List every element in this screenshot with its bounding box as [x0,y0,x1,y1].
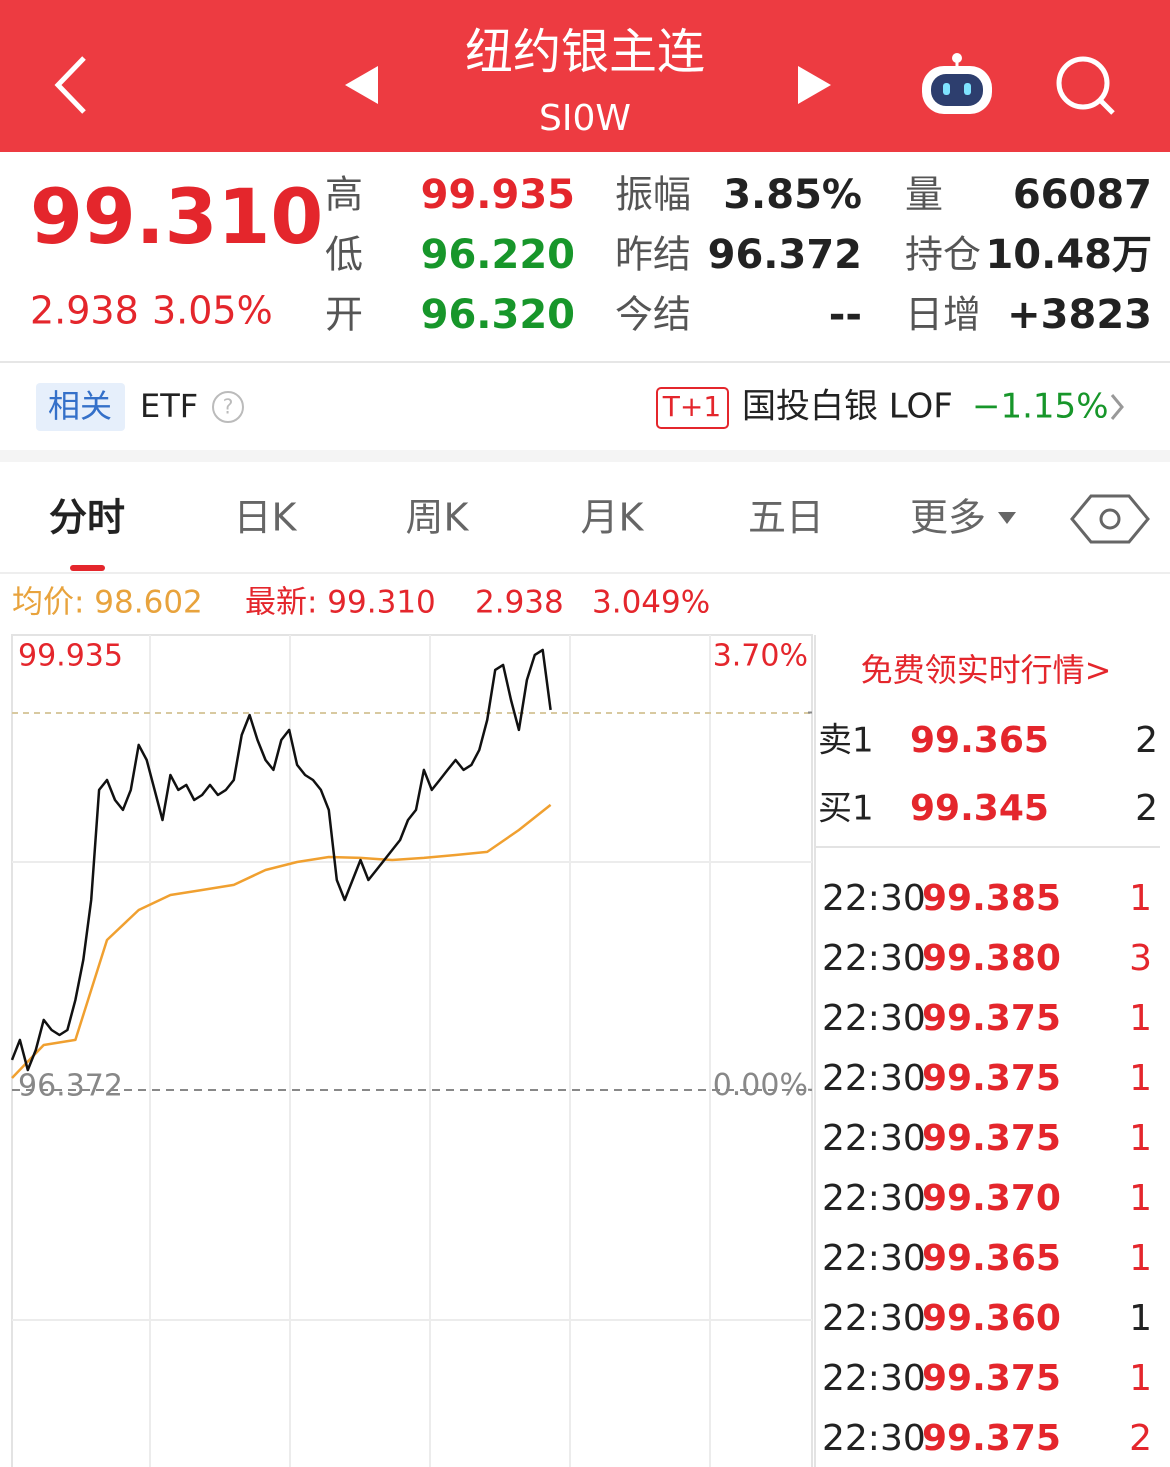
section-gap [0,450,1170,462]
tick-price: 99.380 [922,938,1061,979]
chart-frame [11,634,813,1467]
stat-value: 96.372 [708,232,862,278]
fund-name: 国投白银 LOF [742,387,953,427]
tick-price: 99.375 [922,1118,1061,1159]
related-badge: 相关 [48,387,112,425]
related-label: ETF [140,387,198,425]
latest-price: 最新: 99.310 [245,585,436,621]
tick-volume: 1 [1129,1118,1152,1159]
series-line [10,648,552,1072]
tick-price: 99.365 [922,1238,1061,1279]
y-tick-label: 99.935 [18,639,123,674]
dropdown-caret [998,512,1016,524]
tab[interactable]: 周K [406,496,470,540]
tick-volume: 1 [1129,1058,1152,1099]
tick-volume: 1 [1129,1178,1152,1219]
stat-label: 日增 [905,293,981,337]
stat-value: 3.85% [723,172,862,218]
book-side: 买1 [818,789,874,829]
tick-time: 22:30 [822,1118,926,1159]
stat-label: 量 [905,173,943,217]
promo-link[interactable]: 免费领实时行情> [861,651,1112,689]
help-mark: ? [223,395,234,419]
series-line [11,803,552,1079]
tick-time: 22:30 [822,938,926,979]
y-tick-label: 96.372 [18,1068,123,1103]
tick-price: 99.360 [922,1298,1061,1339]
tick-price: 99.370 [922,1178,1061,1219]
tick-volume: 2 [1129,1418,1152,1459]
stat-value: -- [829,292,862,338]
change: 2.938 [30,289,139,333]
stat-value: 99.935 [421,172,575,218]
tick-volume: 1 [1129,1358,1152,1399]
code: SI0W [539,98,631,139]
tick-time: 22:30 [822,1298,926,1339]
y2-tick-label: 0.00% [713,1068,808,1103]
tab[interactable]: 月K [581,496,645,540]
tick-time: 22:30 [822,1058,926,1099]
tick-time: 22:30 [822,1178,926,1219]
stat-label: 持仓 [905,233,981,277]
tick-time: 22:30 [822,878,926,919]
stat-label: 低 [325,233,363,277]
stat-label: 振幅 [615,173,691,217]
tick-price: 99.375 [922,1058,1061,1099]
prev-button[interactable] [345,66,378,104]
avg-price: 均价: 98.602 [12,585,203,621]
badge-bg [36,383,125,431]
tick-volume: 1 [1129,878,1152,919]
book-price: 99.365 [910,720,1049,761]
book-price: 99.345 [910,788,1049,829]
tick-price: 99.375 [922,998,1061,1039]
fund-change[interactable]: −1.15% [972,387,1109,427]
chart-grid [12,635,812,1467]
stat-label: 今结 [615,293,691,337]
tag-box [656,387,729,429]
stat-value: 96.220 [421,232,575,278]
back-button[interactable] [54,56,86,114]
last-price: 99.310 [30,172,323,261]
tab[interactable]: 更多 [910,496,986,540]
title: 纽约银主连 [465,24,705,80]
book-side: 卖1 [818,721,874,761]
stat-value: 96.320 [421,292,575,338]
tick-time: 22:30 [822,1358,926,1399]
tick-price: 99.375 [922,1358,1061,1399]
stat-label: 昨结 [615,233,691,277]
tab-indicator [70,565,105,571]
fund-tag: T+1 [662,390,721,423]
tick-time: 22:30 [822,1238,926,1279]
tick-volume: 1 [1129,1238,1152,1279]
chevron[interactable] [1110,394,1124,420]
assistant-icon[interactable] [922,53,992,114]
stat-label: 开 [325,293,363,337]
tick-price: 99.375 [922,1418,1061,1459]
stat-label: 高 [325,173,363,217]
search-icon[interactable] [1056,56,1115,115]
tab[interactable]: 分时 [49,496,125,540]
y2-tick-label: 3.70% [713,639,808,674]
change-pct: 3.05% [152,289,273,333]
tick-price: 99.385 [922,878,1061,919]
book-volume: 2 [1135,788,1158,829]
stat-value: 10.48万 [985,232,1152,278]
book-volume: 2 [1135,720,1158,761]
tick-volume: 1 [1129,1298,1152,1339]
tick-time: 22:30 [822,998,926,1039]
tab[interactable]: 日K [234,496,298,540]
latest-change: 2.938 [475,585,564,621]
latest-change-pct: 3.049% [592,585,710,621]
tick-time: 22:30 [822,1418,926,1459]
tick-volume: 3 [1129,938,1152,979]
settings-icon[interactable] [1070,494,1150,544]
stat-value: +3823 [1007,292,1152,338]
tick-volume: 1 [1129,998,1152,1039]
tab[interactable]: 五日 [748,496,824,540]
next-button[interactable] [798,66,831,104]
help-icon[interactable] [212,391,244,423]
stat-value: 66087 [1013,172,1152,218]
